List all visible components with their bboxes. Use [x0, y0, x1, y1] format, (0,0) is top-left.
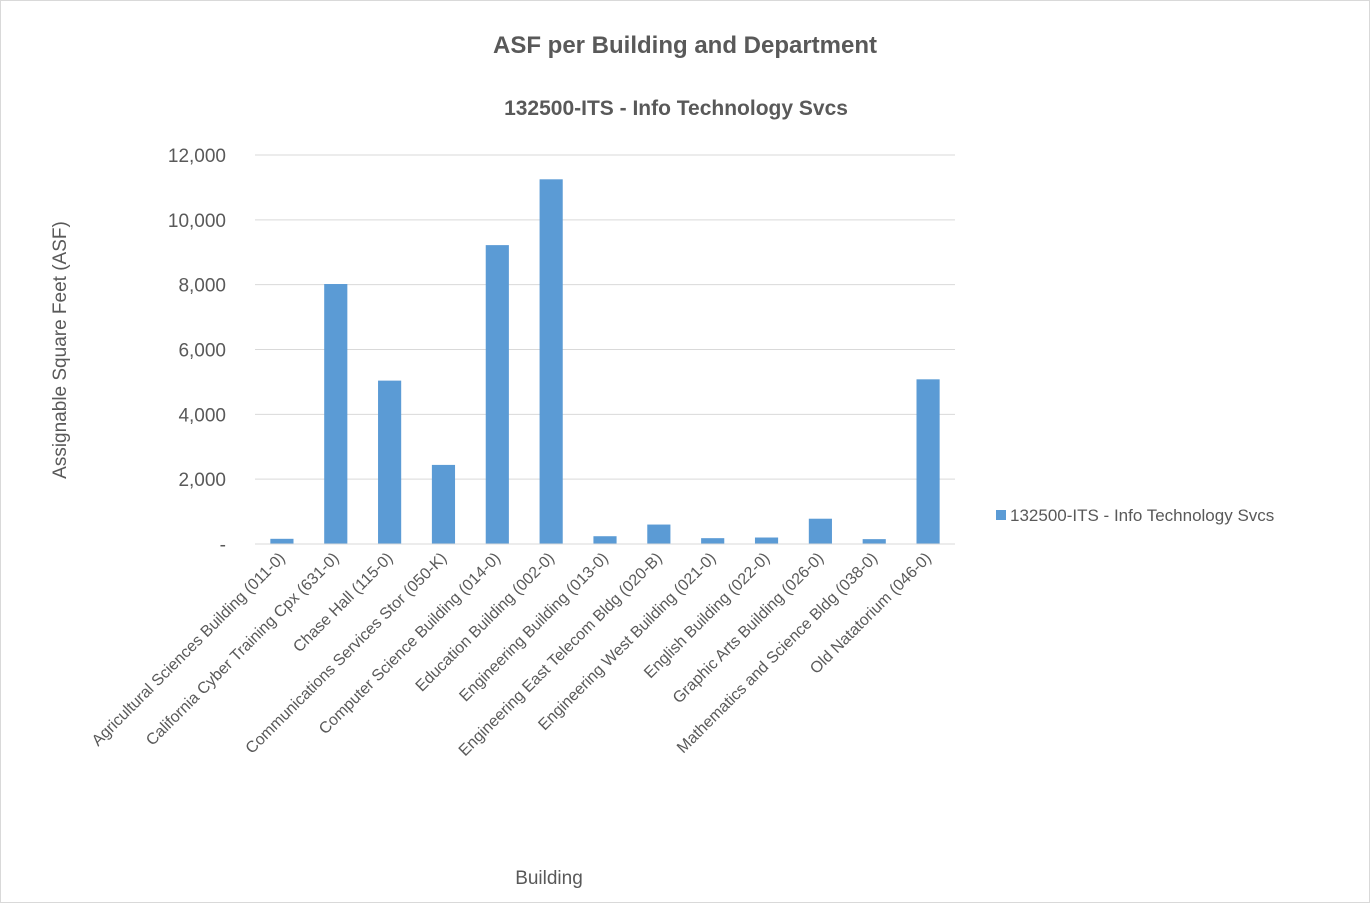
bar: [378, 380, 402, 544]
bar: [701, 538, 725, 544]
y-tick-label: 6,000: [178, 341, 226, 362]
y-tick-label: -: [220, 535, 226, 556]
bar: [539, 179, 563, 544]
y-axis-ticks: - 2,000 4,000 6,000 8,000 10,000 12,000: [168, 146, 226, 556]
bar: [647, 524, 671, 544]
y-tick-label: 4,000: [178, 405, 226, 426]
x-tick-label: Chase Hall (115-0): [290, 550, 396, 656]
legend: 132500-ITS - Info Technology Svcs: [996, 506, 1274, 525]
bars: [270, 179, 940, 544]
x-axis-categories: Agricultural Sciences Building (011-0)Ca…: [89, 550, 935, 760]
y-tick-label: 12,000: [168, 146, 226, 167]
chart-title: ASF per Building and Department: [493, 32, 877, 59]
gridlines: [255, 154, 955, 480]
bar: [862, 539, 886, 544]
y-tick-label: 10,000: [168, 211, 226, 232]
bar: [916, 379, 940, 544]
y-tick-label: 2,000: [178, 470, 226, 491]
bar: [808, 518, 832, 544]
x-tick-label: Communications Services Stor (050-K): [243, 550, 451, 758]
bar: [431, 464, 456, 544]
x-tick-label: Mathematics and Science Bldg (038-0): [674, 550, 881, 757]
bar: [754, 537, 779, 544]
chart-subtitle: 132500-ITS - Info Technology Svcs: [504, 97, 848, 120]
bar: [593, 536, 617, 544]
legend-swatch: [996, 510, 1006, 520]
legend-label: 132500-ITS - Info Technology Svcs: [1010, 506, 1274, 525]
x-axis-title: Building: [515, 868, 583, 889]
bar: [324, 284, 348, 544]
x-tick-label: Engineering East Telecom Bldg (020-B): [456, 550, 666, 760]
bar: [270, 538, 294, 544]
y-axis-title: Assignable Square Feet (ASF): [50, 221, 71, 479]
x-tick-label: California Cyber Training Cpx (631-0): [143, 550, 342, 749]
bar: [485, 245, 509, 544]
x-tick-label: Agricultural Sciences Building (011-0): [89, 550, 289, 750]
y-tick-label: 8,000: [178, 276, 226, 297]
